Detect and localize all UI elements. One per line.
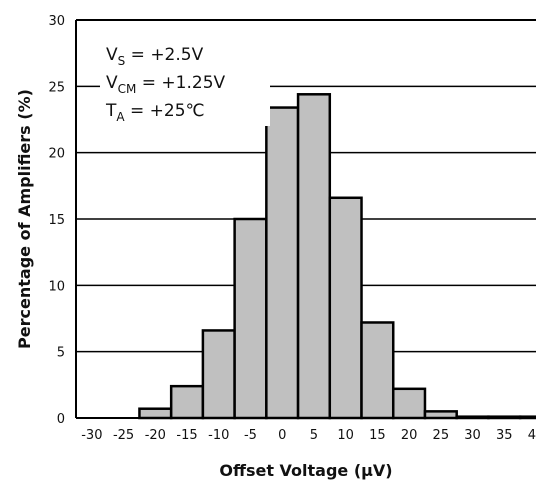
x-tick-label: -30 xyxy=(81,428,102,443)
x-tick-label: -20 xyxy=(145,428,166,443)
y-tick-label: 5 xyxy=(57,346,65,361)
histogram-bar xyxy=(360,321,395,420)
x-axis-title: Offset Voltage (µV) xyxy=(219,461,392,480)
axes xyxy=(75,19,536,419)
histogram-bar xyxy=(138,407,173,420)
histogram-bar xyxy=(265,106,300,420)
annotation-backdrop xyxy=(100,34,270,126)
histogram-bar xyxy=(296,93,332,420)
x-tick-label: 10 xyxy=(337,428,354,443)
x-tick-label: 5 xyxy=(310,428,318,443)
x-tick-label: 20 xyxy=(401,428,418,443)
y-tick-label: 0 xyxy=(57,412,65,427)
histogram-bar xyxy=(391,387,427,420)
x-tick-label: 40 xyxy=(528,428,536,443)
x-tick-label: -25 xyxy=(113,428,134,443)
histogram-bar xyxy=(169,384,205,420)
annotation-common-mode-voltage: VCM = +1.25V xyxy=(106,73,226,96)
histogram-bar xyxy=(328,196,363,420)
y-axis-title: Percentage of Amplifiers (%) xyxy=(15,89,34,349)
histogram-bars xyxy=(138,93,536,420)
x-tick-labels: -30 -25 -20 -15 -10 -5 0 5 10 15 20 25 30 35 40 xyxy=(81,428,536,443)
x-tick-label: 35 xyxy=(496,428,513,443)
histogram-bar xyxy=(233,217,268,420)
y-tick-label: 20 xyxy=(48,147,65,162)
x-tick-label: -10 xyxy=(208,428,229,443)
x-tick-label: 15 xyxy=(369,428,386,443)
x-tick-label: 30 xyxy=(464,428,481,443)
y-tick-label: 25 xyxy=(48,80,65,95)
annotation-ambient-temperature: TA = +25℃ xyxy=(105,101,205,124)
x-tick-label: 25 xyxy=(433,428,450,443)
x-tick-label: 0 xyxy=(278,428,286,443)
histogram-bar xyxy=(201,329,236,420)
y-tick-label: 10 xyxy=(48,279,65,294)
y-tick-label: 30 xyxy=(48,14,65,29)
x-tick-label: -5 xyxy=(244,428,257,443)
annotation-supply-voltage: VS = +2.5V xyxy=(106,45,204,68)
x-tick-label: -15 xyxy=(176,428,197,443)
y-tick-label: 15 xyxy=(48,213,65,228)
y-tick-labels: 0 5 10 15 20 25 30 xyxy=(48,14,65,427)
